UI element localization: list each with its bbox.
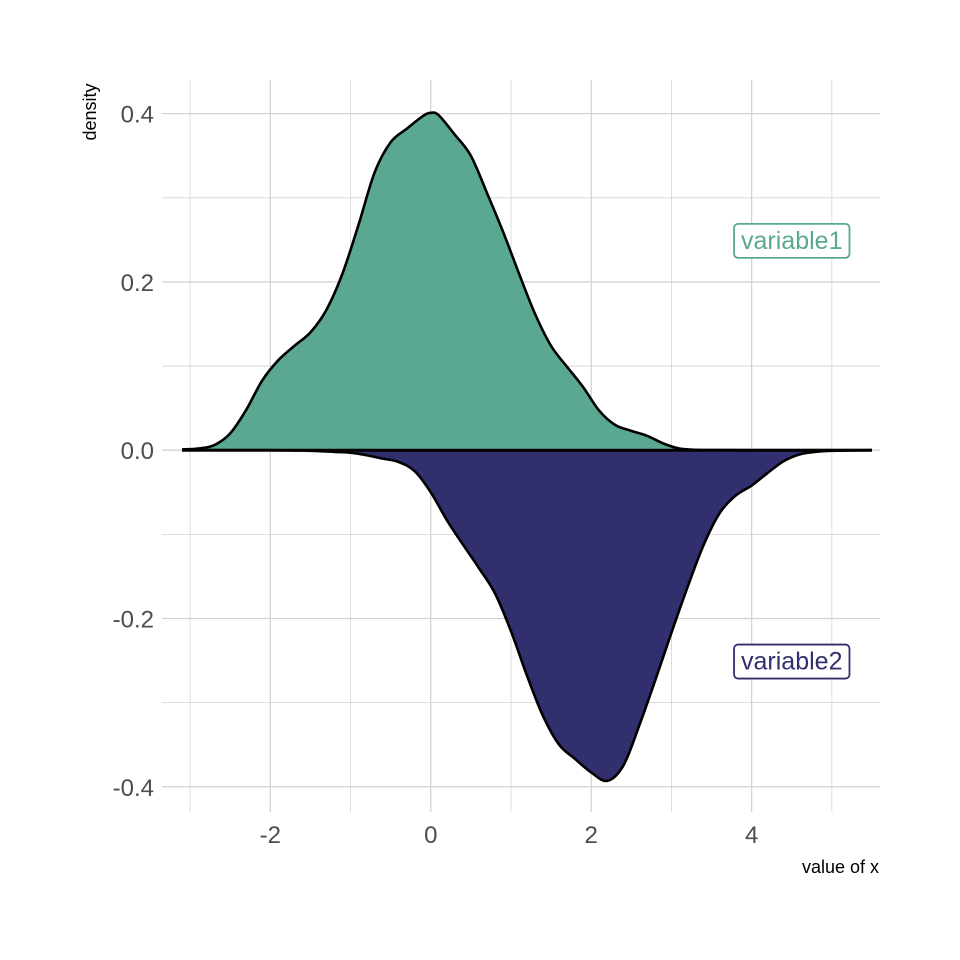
y-tick-label: -0.2 (113, 606, 154, 633)
density-outline-variable1 (181, 111, 872, 452)
x-tick-label: 0 (424, 822, 437, 849)
x-axis-title: value of x (802, 857, 879, 877)
density-area-variable1 (182, 112, 872, 451)
density-area-variable2 (182, 450, 872, 782)
series-label-variable2: variable2 (733, 643, 851, 680)
series-label-box (733, 643, 851, 680)
series-label-variable1: variable1 (733, 222, 851, 259)
x-tick-labels: -2 0 2 4 (260, 822, 759, 849)
y-axis-title: density (80, 83, 100, 140)
y-tick-label: 0.0 (121, 438, 154, 465)
density-areas (181, 111, 873, 783)
x-tick-label: 4 (745, 822, 758, 849)
y-tick-label: 0.2 (121, 270, 154, 297)
series-label-text: variable2 (741, 648, 842, 676)
y-tick-label: -0.4 (113, 775, 154, 802)
series-label-text: variable1 (741, 227, 842, 255)
series-label-box (733, 222, 851, 259)
x-tick-label: 2 (585, 822, 598, 849)
density-outline-variable2 (182, 448, 873, 783)
y-tick-labels: -0.4 -0.2 0.0 0.2 0.4 (113, 102, 154, 802)
series-labels: variable1 variable2 (733, 222, 851, 680)
y-tick-label: 0.4 (121, 102, 154, 129)
x-tick-label: -2 (260, 822, 281, 849)
